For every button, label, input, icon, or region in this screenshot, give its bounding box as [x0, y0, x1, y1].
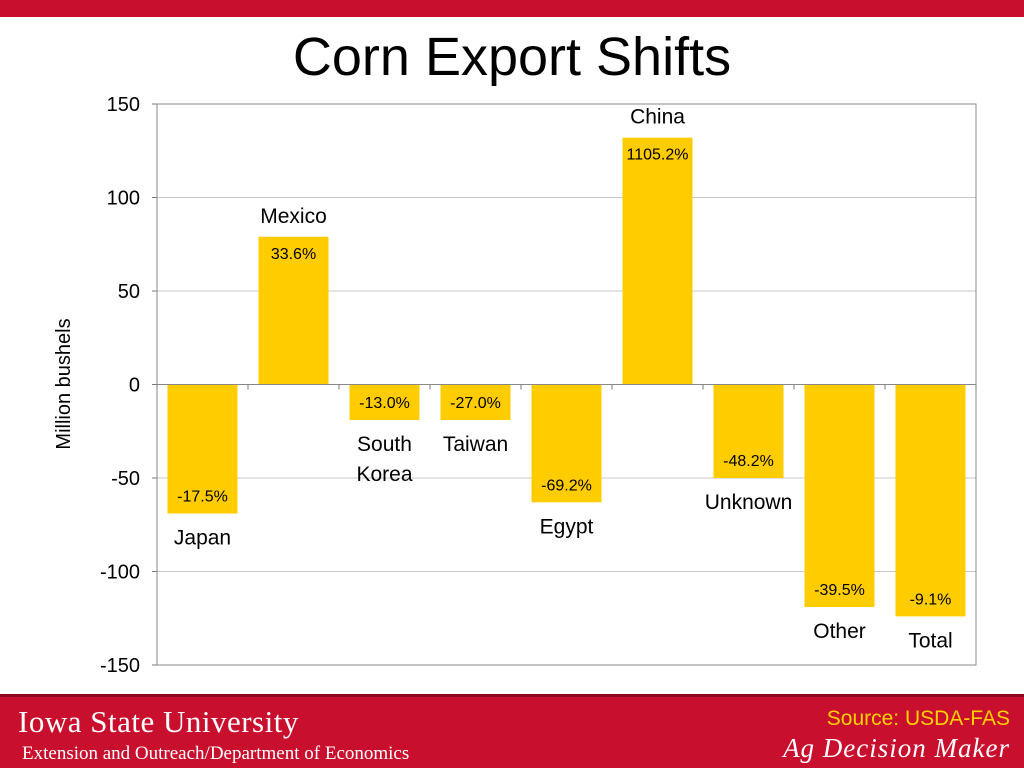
bar — [895, 384, 966, 617]
category-label: South — [357, 433, 412, 456]
brand-text: Ag Decision Maker — [783, 733, 1010, 763]
category-label: Other — [813, 620, 866, 643]
data-label: -9.1% — [910, 591, 952, 608]
data-label: -27.0% — [450, 395, 501, 412]
slide-title: Corn Export Shifts — [292, 27, 732, 87]
top-bar — [0, 0, 1024, 17]
y-tick-label: 100 — [107, 188, 140, 210]
bar-chart: 150 100 50 0 -50 -100 -150 Million bushels -17.5… — [53, 94, 977, 677]
y-tick-label: 50 — [118, 281, 140, 303]
category-label: Japan — [174, 527, 231, 550]
category-label: Korea — [356, 463, 412, 486]
category-label: China — [630, 106, 685, 129]
bar — [440, 384, 511, 421]
data-label: 1105.2% — [627, 147, 689, 164]
y-tick-label: -50 — [111, 468, 140, 490]
category-label: Total — [908, 629, 952, 652]
bar — [531, 384, 602, 503]
bar — [622, 137, 693, 385]
y-tick-label: 150 — [107, 94, 140, 116]
data-label: -17.5% — [177, 489, 228, 506]
university-logo-text: Iowa State University — [18, 704, 299, 739]
bar — [713, 384, 784, 478]
y-tick-label: 0 — [129, 375, 140, 397]
bar — [167, 384, 238, 514]
data-label: 33.6% — [271, 246, 316, 263]
y-tick-label: -150 — [100, 655, 140, 677]
data-label: -13.0% — [359, 395, 410, 412]
department-text: Extension and Outreach/Department of Eco… — [22, 743, 410, 764]
category-label: Mexico — [260, 205, 327, 228]
bar — [804, 384, 875, 608]
category-label: Unknown — [705, 491, 793, 514]
footer-divider — [0, 694, 1024, 697]
y-tick-label: -100 — [100, 562, 140, 584]
data-label: -39.5% — [814, 582, 865, 599]
bar — [349, 384, 420, 421]
bar — [258, 236, 329, 385]
category-label: Taiwan — [443, 433, 508, 456]
category-label: Egypt — [540, 515, 594, 538]
data-label: -69.2% — [541, 477, 592, 494]
source-text: Source: USDA-FAS — [826, 707, 1010, 730]
data-label: -48.2% — [723, 453, 774, 470]
y-axis-label: Million bushels — [53, 318, 75, 449]
footer-bar — [0, 697, 1024, 768]
